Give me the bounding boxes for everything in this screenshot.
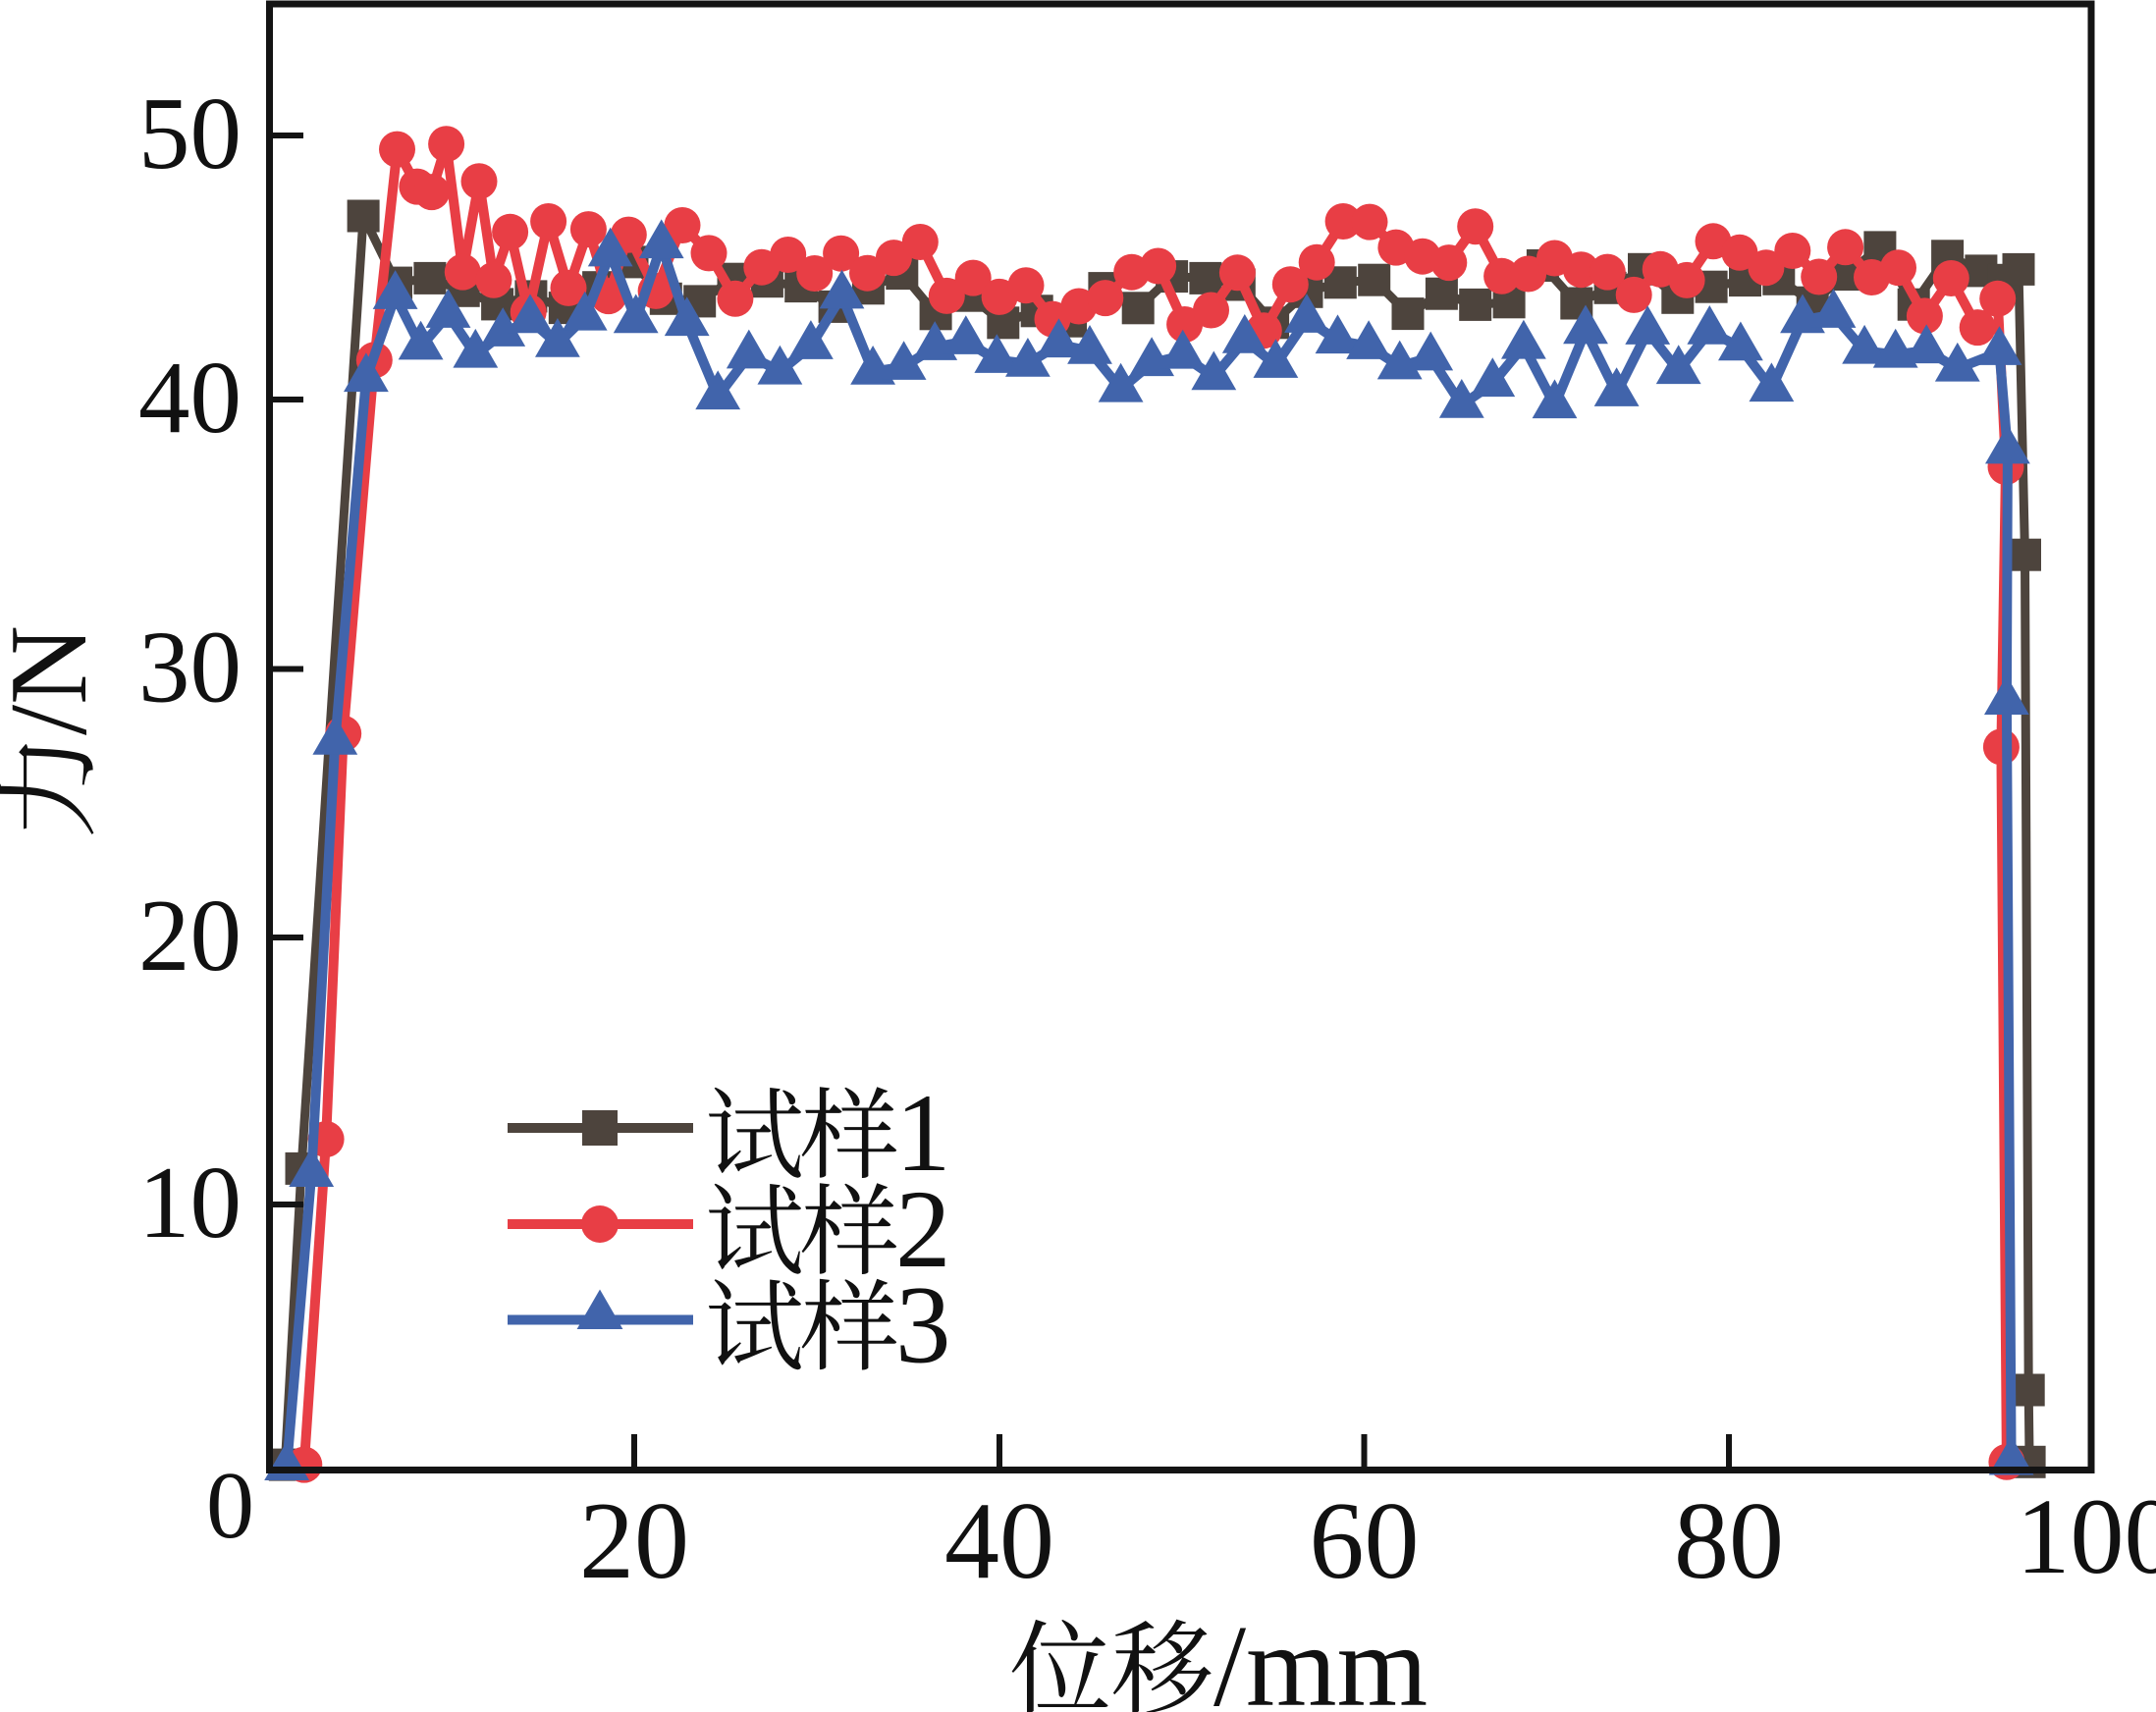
svg-text:10: 10 [138,1145,242,1259]
svg-text:40: 40 [138,340,242,455]
svg-text:0: 0 [206,1453,254,1559]
svg-text:80: 80 [1674,1480,1784,1602]
svg-text:30: 30 [138,610,242,724]
svg-text:/N: /N [0,625,110,735]
svg-text:2: 2 [895,1168,951,1291]
svg-text:3: 3 [895,1264,951,1387]
svg-text:100: 100 [2017,1476,2156,1596]
svg-text:/mm: /mm [1213,1601,1428,1712]
svg-text:50: 50 [138,76,242,190]
svg-text:1: 1 [895,1072,951,1195]
svg-text:60: 60 [1310,1480,1420,1602]
svg-text:40: 40 [944,1480,1054,1602]
svg-text:20: 20 [138,878,242,992]
svg-text:20: 20 [579,1480,689,1602]
